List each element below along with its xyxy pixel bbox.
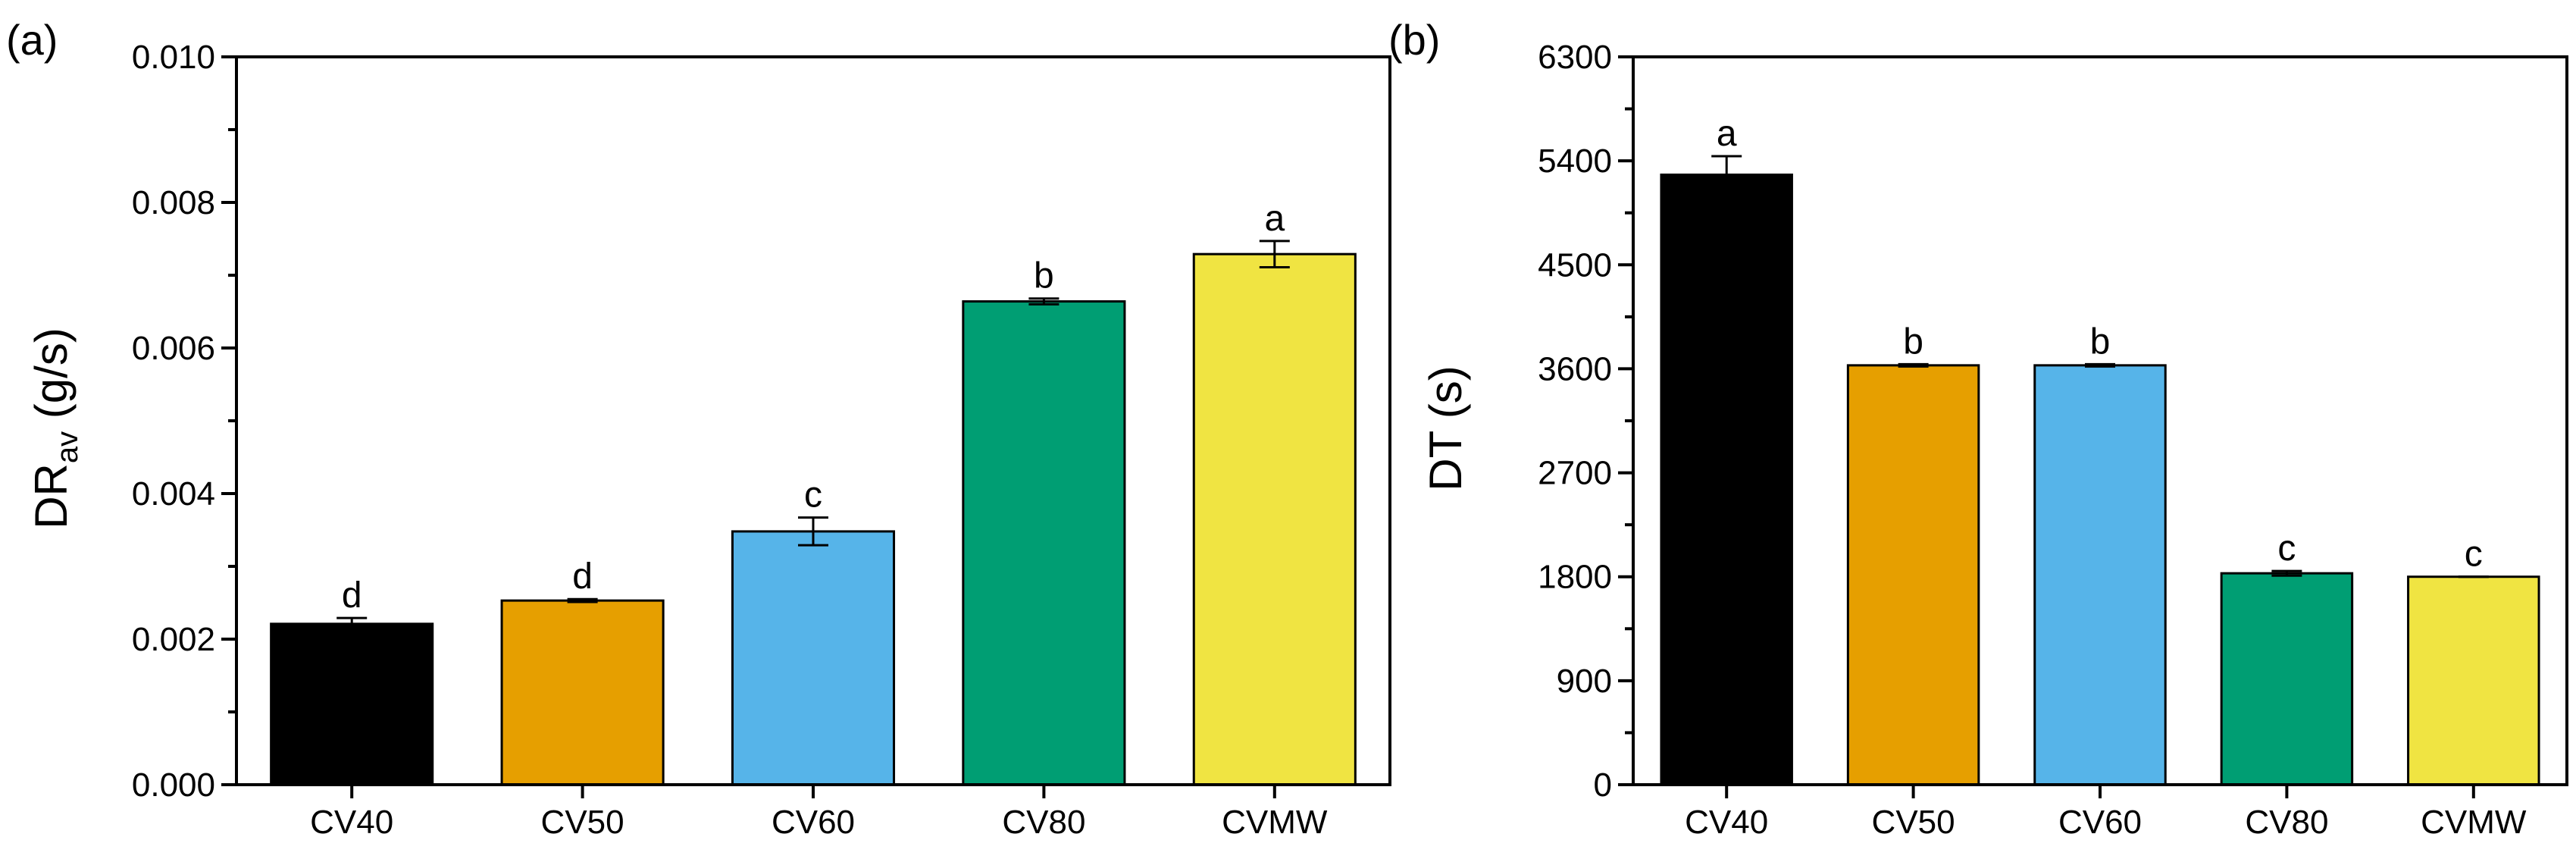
panel-b-significance-letter: c — [2277, 528, 2296, 569]
panel-b-x-ticks: CV40 CV50 CV60 CV80 CVMW — [1685, 785, 2527, 841]
panel-a-bars: d d c b a — [270, 199, 1357, 786]
panel-a-x-ticks: CV40 CV50 CV60 CV80 CVMW — [310, 785, 1328, 841]
panel-b-x-tick-label: CV50 — [1872, 804, 1955, 841]
panel-b-y-tick-label: 4500 — [1538, 246, 1612, 284]
panel-b-bar-cv60 — [2033, 364, 2167, 786]
panel-b-label: (b) — [1388, 16, 1440, 64]
panel-b-dt-chart: (b) DT (s) 0900180027003600450054006300 … — [1388, 16, 2568, 841]
panel-b-y-tick-label: 3600 — [1538, 350, 1612, 387]
panel-a-plot-frame — [235, 55, 1391, 786]
panel-b-x-tick-label: CV60 — [2058, 804, 2142, 841]
panel-a-y-axis-title-subscript: av — [51, 431, 84, 463]
panel-b-y-tick-label: 2700 — [1538, 455, 1612, 492]
panel-a-bar-cv40 — [270, 622, 434, 786]
panel-a-y-axis-title: DRav (g/s) — [26, 328, 84, 529]
panel-a-x-tick-label: CV80 — [1002, 804, 1085, 841]
panel-b-x-tick-label: CVMW — [2421, 804, 2527, 841]
panel-a-y-axis-title-unit: (g/s) — [26, 328, 77, 431]
panel-b-significance-letter: b — [1903, 321, 1923, 362]
panel-a-significance-letter: a — [1264, 199, 1285, 239]
panel-b-significance-letter: b — [2090, 321, 2111, 362]
panel-b-y-tick-label: 0 — [1594, 767, 1612, 804]
panel-a-significance-letter: c — [804, 475, 822, 516]
panel-b-y-tick-label: 5400 — [1538, 143, 1612, 180]
panel-a-y-ticks: 0.000 0.002 0.004 0.006 0.008 0.010 — [132, 39, 236, 804]
panel-b-y-ticks: 0 900 1800 2700 3600 4500 5400 6300 — [1538, 39, 1633, 804]
panel-a-significance-letter: b — [1034, 256, 1054, 296]
panel-a-bar-cvmw — [1192, 252, 1357, 786]
panel-b-y-tick-label: 6300 — [1538, 39, 1612, 76]
panel-a-y-tick-label: 0.002 — [132, 621, 215, 658]
panel-b-bar-cvmw — [2407, 575, 2540, 786]
panel-a-y-axis-title-main: DR — [26, 463, 77, 529]
panel-a-significance-letter: d — [342, 575, 362, 616]
panel-a-drav-chart: (a) DRav (g/s) 0.000 0.002 0.004 0.006 0.008… — [6, 16, 1391, 841]
panel-b-bar-cv40 — [1660, 173, 1793, 786]
panel-b-y-axis-title: DT (s) — [1420, 365, 1471, 491]
panel-b-y-tick-label: 1800 — [1538, 559, 1612, 596]
panel-a-bar-cv80 — [962, 300, 1126, 786]
panel-b-y-axis-title-main: DT — [1420, 431, 1471, 491]
panel-b-bars: a b b c c — [1660, 114, 2540, 786]
panel-a-bar-cv50 — [500, 599, 665, 786]
panel-b-bar-cv50 — [1846, 364, 1980, 786]
panel-b-significance-letter: c — [2465, 535, 2483, 575]
panel-a-y-tick-label: 0.000 — [132, 767, 215, 804]
panel-a-bar-cv60 — [731, 530, 896, 786]
panel-b-y-tick-label: 900 — [1557, 663, 1612, 700]
panel-b-significance-letter: a — [1717, 114, 1737, 154]
panel-b-x-tick-label: CV80 — [2245, 804, 2328, 841]
panel-a-x-tick-label: CV50 — [541, 804, 624, 841]
panel-b-bar-cv80 — [2220, 572, 2354, 786]
panel-a-x-tick-label: CVMW — [1222, 804, 1328, 841]
panel-a-y-tick-label: 0.006 — [132, 330, 215, 367]
panel-a-significance-letter: d — [572, 556, 593, 597]
panel-b-plot-frame — [1632, 55, 2568, 786]
panel-b-y-axis-title-unit: (s) — [1420, 365, 1471, 431]
panel-a-label: (a) — [6, 16, 58, 64]
panel-a-x-tick-label: CV40 — [310, 804, 393, 841]
panel-b-x-tick-label: CV40 — [1685, 804, 1768, 841]
panel-a-y-tick-label: 0.010 — [132, 39, 215, 76]
panel-a-y-tick-label: 0.008 — [132, 184, 215, 221]
panel-a-x-tick-label: CV60 — [772, 804, 855, 841]
panel-a-y-tick-label: 0.004 — [132, 475, 215, 513]
